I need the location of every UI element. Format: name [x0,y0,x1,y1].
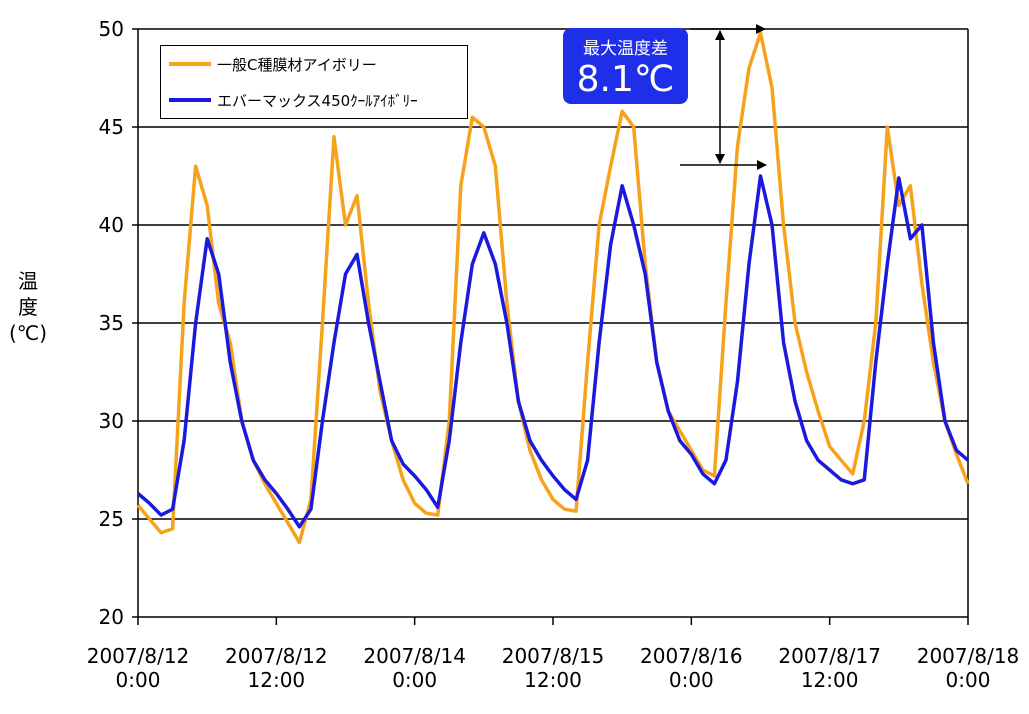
annotation-value: 8.1℃ [576,59,675,100]
y-axis-label: 温 度 (℃) [8,269,48,345]
y-tick-label: 30 [98,409,124,433]
legend: 一般C種膜材アイボリーエバーマックス450ｸｰﾙｱｲﾎﾞﾘｰ [160,45,468,119]
y-tick-label: 50 [98,17,124,41]
legend-label: エバーマックス450ｸｰﾙｱｲﾎﾞﾘｰ [217,91,418,110]
legend-label: 一般C種膜材アイボリー [217,55,377,74]
annotation-title: 最大温度差 [583,39,668,59]
x-tick-label: 2007/8/17 12:00 [778,644,881,692]
annotation: 最大温度差 8.1℃ [563,28,688,104]
x-tick-label: 2007/8/12 12:00 [225,644,328,692]
legend-key [169,98,211,102]
x-tick-label: 2007/8/18 0:00 [916,644,1020,692]
y-tick-label: 20 [98,605,124,629]
x-tick-label: 2007/8/15 12:00 [501,644,605,692]
legend-item: エバーマックス450ｸｰﾙｱｲﾎﾞﾘｰ [169,88,418,112]
series-line [136,174,970,529]
x-tick-label: 2007/8/14 0:00 [363,644,466,692]
y-tick-label: 45 [98,115,124,139]
y-tick-label: 40 [98,213,124,237]
series-line [136,31,970,545]
y-tick-label: 35 [98,311,124,335]
x-tick-label: 2007/8/12 0:00 [86,644,190,692]
x-tick-label: 2007/8/16 0:00 [640,644,743,692]
legend-item: 一般C種膜材アイボリー [169,52,377,76]
y-tick-label: 25 [98,507,124,531]
legend-key [169,62,211,66]
